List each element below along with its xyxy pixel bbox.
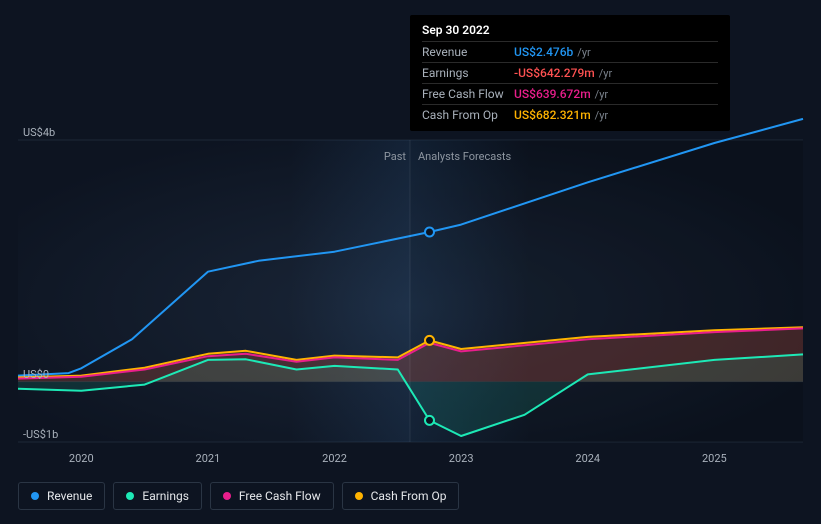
tooltip-row: Earnings-US$642.279m/yr: [422, 62, 718, 83]
legend-dot-icon: [355, 492, 363, 500]
chart-tooltip: Sep 30 2022 RevenueUS$2.476b/yrEarnings-…: [410, 15, 730, 131]
tooltip-row-label: Cash From Op: [422, 108, 514, 122]
legend-label: Revenue: [47, 489, 92, 503]
chart-legend: Revenue Earnings Free Cash Flow Cash From O…: [18, 482, 459, 510]
x-tick-label: 2025: [702, 452, 727, 465]
legend-item-fcf[interactable]: Free Cash Flow: [210, 482, 334, 510]
y-tick-label: US$4b: [23, 126, 55, 139]
tooltip-row-unit: /yr: [595, 88, 608, 101]
y-tick-label: -US$1b: [23, 428, 58, 441]
tooltip-row-unit: /yr: [595, 109, 608, 122]
forecast-label: Analysts Forecasts: [418, 150, 511, 163]
tooltip-date: Sep 30 2022: [422, 23, 718, 37]
legend-label: Earnings: [142, 489, 189, 503]
tooltip-row-unit: /yr: [577, 46, 590, 59]
legend-label: Free Cash Flow: [239, 489, 321, 503]
tooltip-row-value: US$682.321m: [514, 108, 591, 122]
legend-dot-icon: [126, 492, 134, 500]
x-tick-label: 2020: [69, 452, 94, 465]
tooltip-row-value: -US$642.279m: [514, 66, 595, 80]
chart-container: US$4b US$0 -US$1b 2020 2021 2022 2023 2024 2025…: [0, 0, 821, 524]
x-tick-label: 2022: [322, 452, 347, 465]
tooltip-row-unit: /yr: [599, 67, 612, 80]
legend-label: Cash From Op: [371, 489, 447, 503]
tooltip-row-label: Revenue: [422, 45, 514, 59]
legend-item-revenue[interactable]: Revenue: [18, 482, 105, 510]
past-label: Past: [384, 150, 406, 163]
tooltip-row-label: Earnings: [422, 66, 514, 80]
x-tick-label: 2023: [449, 452, 474, 465]
tooltip-row: Free Cash FlowUS$639.672m/yr: [422, 83, 718, 104]
legend-dot-icon: [31, 492, 39, 500]
x-tick-label: 2021: [196, 452, 221, 465]
legend-item-cfo[interactable]: Cash From Op: [342, 482, 460, 510]
tooltip-row: RevenueUS$2.476b/yr: [422, 41, 718, 62]
legend-item-earnings[interactable]: Earnings: [113, 482, 202, 510]
tooltip-row-label: Free Cash Flow: [422, 87, 514, 101]
tooltip-row-value: US$2.476b: [514, 45, 573, 59]
y-tick-label: US$0: [23, 368, 49, 381]
tooltip-row: Cash From OpUS$682.321m/yr: [422, 104, 718, 125]
x-tick-label: 2024: [575, 452, 600, 465]
tooltip-row-value: US$639.672m: [514, 87, 591, 101]
legend-dot-icon: [223, 492, 231, 500]
